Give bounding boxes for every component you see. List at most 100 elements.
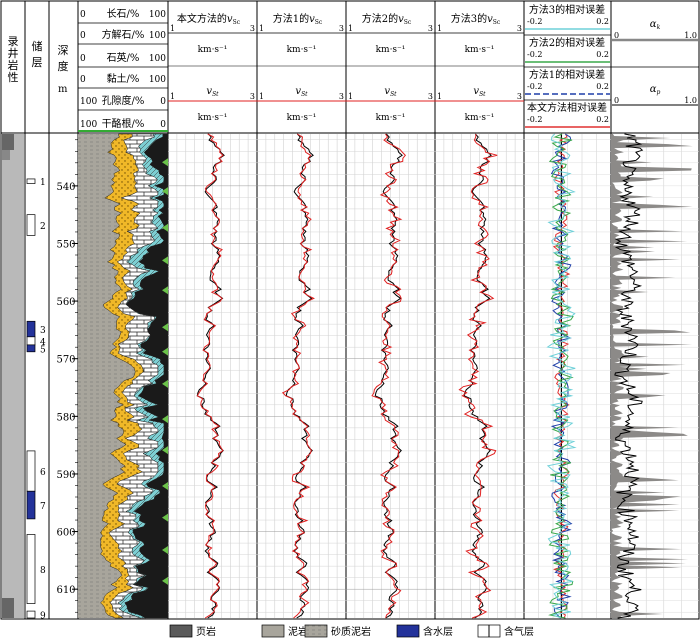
vs-label: vSt xyxy=(473,86,486,98)
vs-unit: km·s⁻¹ xyxy=(465,113,495,123)
vs-scale-left: 1 xyxy=(437,92,442,101)
depth-header: m 深度 xyxy=(58,44,69,95)
alpha-scale-right: 1.0 xyxy=(684,96,697,105)
green-mark xyxy=(162,187,168,196)
vs-measured-curve xyxy=(196,133,225,619)
depth-title: 深度 xyxy=(58,44,69,73)
depth-unit: m xyxy=(58,84,68,95)
vs-unit: km·s⁻¹ xyxy=(376,45,406,55)
lithology-title-char: 录 xyxy=(8,35,19,48)
mineral-composition-track xyxy=(78,133,169,619)
mineral-scale-left: 0 xyxy=(80,54,86,64)
depth-tick-label: 590 xyxy=(56,470,75,481)
legend-sandy-swatch xyxy=(304,624,328,638)
reservoir-gas-bar xyxy=(26,336,36,346)
error-row-label: 本文方法相对误差 xyxy=(527,101,607,114)
error-row-label: 方法3的相对误差 xyxy=(529,3,605,16)
lithology-column xyxy=(2,134,24,618)
lithology-title-char: 性 xyxy=(8,70,19,84)
mineral-scale-right: 0 xyxy=(160,120,166,130)
error-scale-right: 0.2 xyxy=(596,82,609,91)
vs-unit: km·s⁻¹ xyxy=(198,113,228,123)
green-mark xyxy=(162,545,168,554)
green-mark xyxy=(162,323,168,332)
legend-label: 泥岩 xyxy=(288,625,308,638)
vs-label: vSt xyxy=(206,86,219,98)
legend-label: 含水层 xyxy=(423,625,453,638)
vs-tracks xyxy=(168,133,524,619)
vs-scale-left: 1 xyxy=(348,92,353,101)
vs-scale-left: 1 xyxy=(348,24,353,33)
green-mark xyxy=(162,158,168,167)
alpha-label: αk xyxy=(650,19,661,31)
vs-measured-curve xyxy=(463,133,492,619)
vs-scale-right: 3 xyxy=(428,24,433,33)
error-row-label: 方法1的相对误差 xyxy=(529,68,605,81)
vs-unit: km·s⁻¹ xyxy=(465,45,495,55)
vs-track-title: 方法2的vSc xyxy=(362,12,412,26)
mineral-scale-right: 100 xyxy=(149,54,166,64)
green-mark xyxy=(162,482,168,491)
reservoir-number: 5 xyxy=(40,345,46,355)
reservoir-column: 1 2 3 45 6 7 8 9 xyxy=(26,178,46,622)
vs-scale-left: 1 xyxy=(437,24,442,33)
legend-shale-swatch xyxy=(169,624,193,638)
mineral-scale-left: 100 xyxy=(80,97,97,107)
reservoir-gas-bar xyxy=(26,178,36,184)
green-mark xyxy=(162,446,168,455)
vs-track-title: 本文方法的vSc xyxy=(177,12,241,26)
vs-track-title: 方法3的vSc xyxy=(451,12,501,26)
vs-predicted-curve xyxy=(371,133,406,619)
alpha-k-fill xyxy=(611,134,693,618)
depth-tick-label: 540 xyxy=(56,182,75,193)
error-scale-right: 0.2 xyxy=(596,115,609,124)
error-scale-left: -0.2 xyxy=(527,50,542,59)
mineral-row-label: 石英/% xyxy=(107,51,140,64)
depth-tick-label: 610 xyxy=(56,585,75,596)
vs-unit: km·s⁻¹ xyxy=(287,113,317,123)
vs-predicted-curve xyxy=(281,133,315,619)
reservoir-number: 8 xyxy=(40,566,46,576)
alpha-label: αp xyxy=(650,84,661,96)
vs-measured-curve xyxy=(374,133,403,619)
alpha-scale-left: 0 xyxy=(614,31,619,40)
reservoir-number: 3 xyxy=(40,326,46,336)
mineral-scale-right: 100 xyxy=(149,75,166,85)
alpha-p-curve xyxy=(614,133,644,619)
alpha-scale-right: 1.0 xyxy=(684,31,697,40)
depth-tick-label: 550 xyxy=(56,239,75,250)
error-scale-right: 0.2 xyxy=(596,50,609,59)
vs-predicted-curve xyxy=(196,133,224,619)
error-scale-left: -0.2 xyxy=(527,17,542,26)
reservoir-number: 4 xyxy=(40,338,46,348)
green-mark xyxy=(162,286,168,295)
depth-title-char: 度 xyxy=(58,59,69,73)
green-mark xyxy=(162,415,168,424)
vs-scale-right: 3 xyxy=(517,92,522,101)
reservoir-number: 7 xyxy=(40,502,46,512)
green-mark xyxy=(162,347,168,356)
reservoir-title-char: 储 xyxy=(32,39,43,53)
vs-scale-right: 3 xyxy=(250,24,255,33)
alpha-track-header: αk 0 1.0 αp 0 1.0 xyxy=(611,19,699,106)
vs-track-grid xyxy=(346,134,435,618)
error-scale-right: 0.2 xyxy=(596,17,609,26)
vs-unit: km·s⁻¹ xyxy=(198,45,228,55)
lithology-title-char: 井 xyxy=(8,46,19,60)
vs-scale-right: 3 xyxy=(250,92,255,101)
reservoir-gas-bar xyxy=(26,610,36,619)
vs-scale-right: 3 xyxy=(517,24,522,33)
legend-label: 砂质泥岩 xyxy=(331,625,371,638)
vs-scale-right: 3 xyxy=(339,92,344,101)
reservoir-number: 9 xyxy=(40,612,46,622)
reservoir-number: 2 xyxy=(40,222,46,232)
vs-unit: km·s⁻¹ xyxy=(287,45,317,55)
error-curve xyxy=(548,133,574,619)
vs-track-title: 方法1的vSc xyxy=(273,12,323,26)
reservoir-water-bar xyxy=(26,344,36,353)
relative-error-track xyxy=(524,133,611,619)
vs-track-grid xyxy=(168,134,257,618)
